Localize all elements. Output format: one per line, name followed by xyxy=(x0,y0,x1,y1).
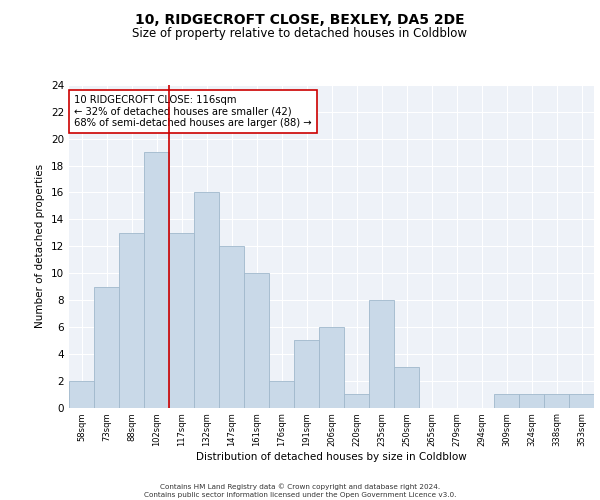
Bar xyxy=(244,273,269,407)
Bar xyxy=(144,152,169,407)
Bar xyxy=(294,340,319,407)
Bar xyxy=(119,233,144,408)
Bar xyxy=(69,380,94,407)
Bar xyxy=(319,327,344,407)
Text: 10 RIDGECROFT CLOSE: 116sqm
← 32% of detached houses are smaller (42)
68% of sem: 10 RIDGECROFT CLOSE: 116sqm ← 32% of det… xyxy=(74,94,312,128)
Bar xyxy=(269,380,294,407)
Bar xyxy=(369,300,394,408)
Bar xyxy=(169,233,194,408)
Bar xyxy=(344,394,369,407)
Text: 10, RIDGECROFT CLOSE, BEXLEY, DA5 2DE: 10, RIDGECROFT CLOSE, BEXLEY, DA5 2DE xyxy=(135,12,465,26)
Text: Size of property relative to detached houses in Coldblow: Size of property relative to detached ho… xyxy=(133,28,467,40)
X-axis label: Distribution of detached houses by size in Coldblow: Distribution of detached houses by size … xyxy=(196,452,467,462)
Bar xyxy=(544,394,569,407)
Bar xyxy=(569,394,594,407)
Y-axis label: Number of detached properties: Number of detached properties xyxy=(35,164,46,328)
Bar xyxy=(519,394,544,407)
Bar xyxy=(494,394,519,407)
Bar xyxy=(219,246,244,408)
Bar xyxy=(194,192,219,408)
Bar xyxy=(394,367,419,408)
Bar xyxy=(94,286,119,408)
Text: Contains HM Land Registry data © Crown copyright and database right 2024.
Contai: Contains HM Land Registry data © Crown c… xyxy=(144,484,456,498)
